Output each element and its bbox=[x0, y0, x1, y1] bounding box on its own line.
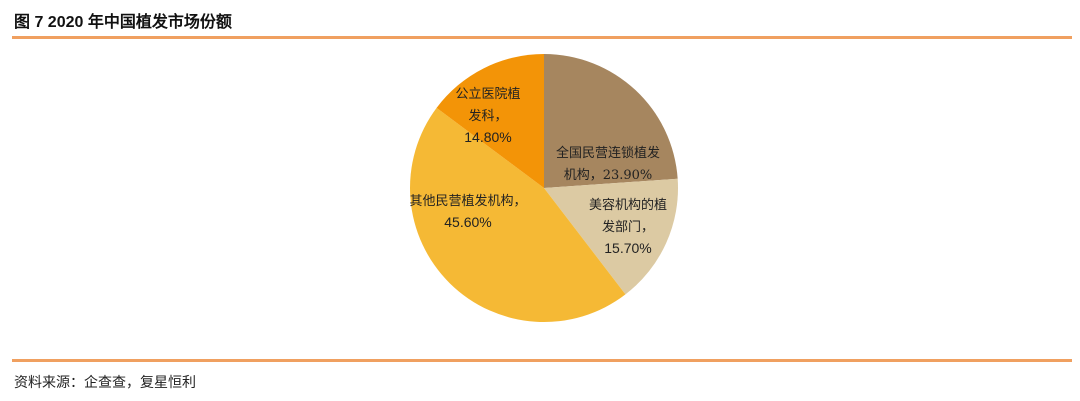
pie-slice bbox=[436, 54, 544, 188]
top-divider bbox=[12, 36, 1072, 39]
bottom-divider bbox=[12, 359, 1072, 362]
pie-slice bbox=[544, 54, 678, 188]
chart-title: 图 7 2020 年中国植发市场份额 bbox=[14, 14, 232, 31]
slice-label: 其他民营植发机构， 45.60% bbox=[409, 193, 526, 230]
slice-label: 全国民营连锁植发机构，23.90% bbox=[556, 145, 660, 183]
pie-slice bbox=[409, 107, 626, 322]
source-note: 资料来源：企查查，复星恒利 bbox=[14, 375, 196, 391]
pie-slice bbox=[544, 178, 678, 295]
slice-label: 公立医院植发科， 14.80% bbox=[455, 87, 520, 145]
slice-label: 美容机构的植发部门， 15.70% bbox=[589, 197, 667, 256]
